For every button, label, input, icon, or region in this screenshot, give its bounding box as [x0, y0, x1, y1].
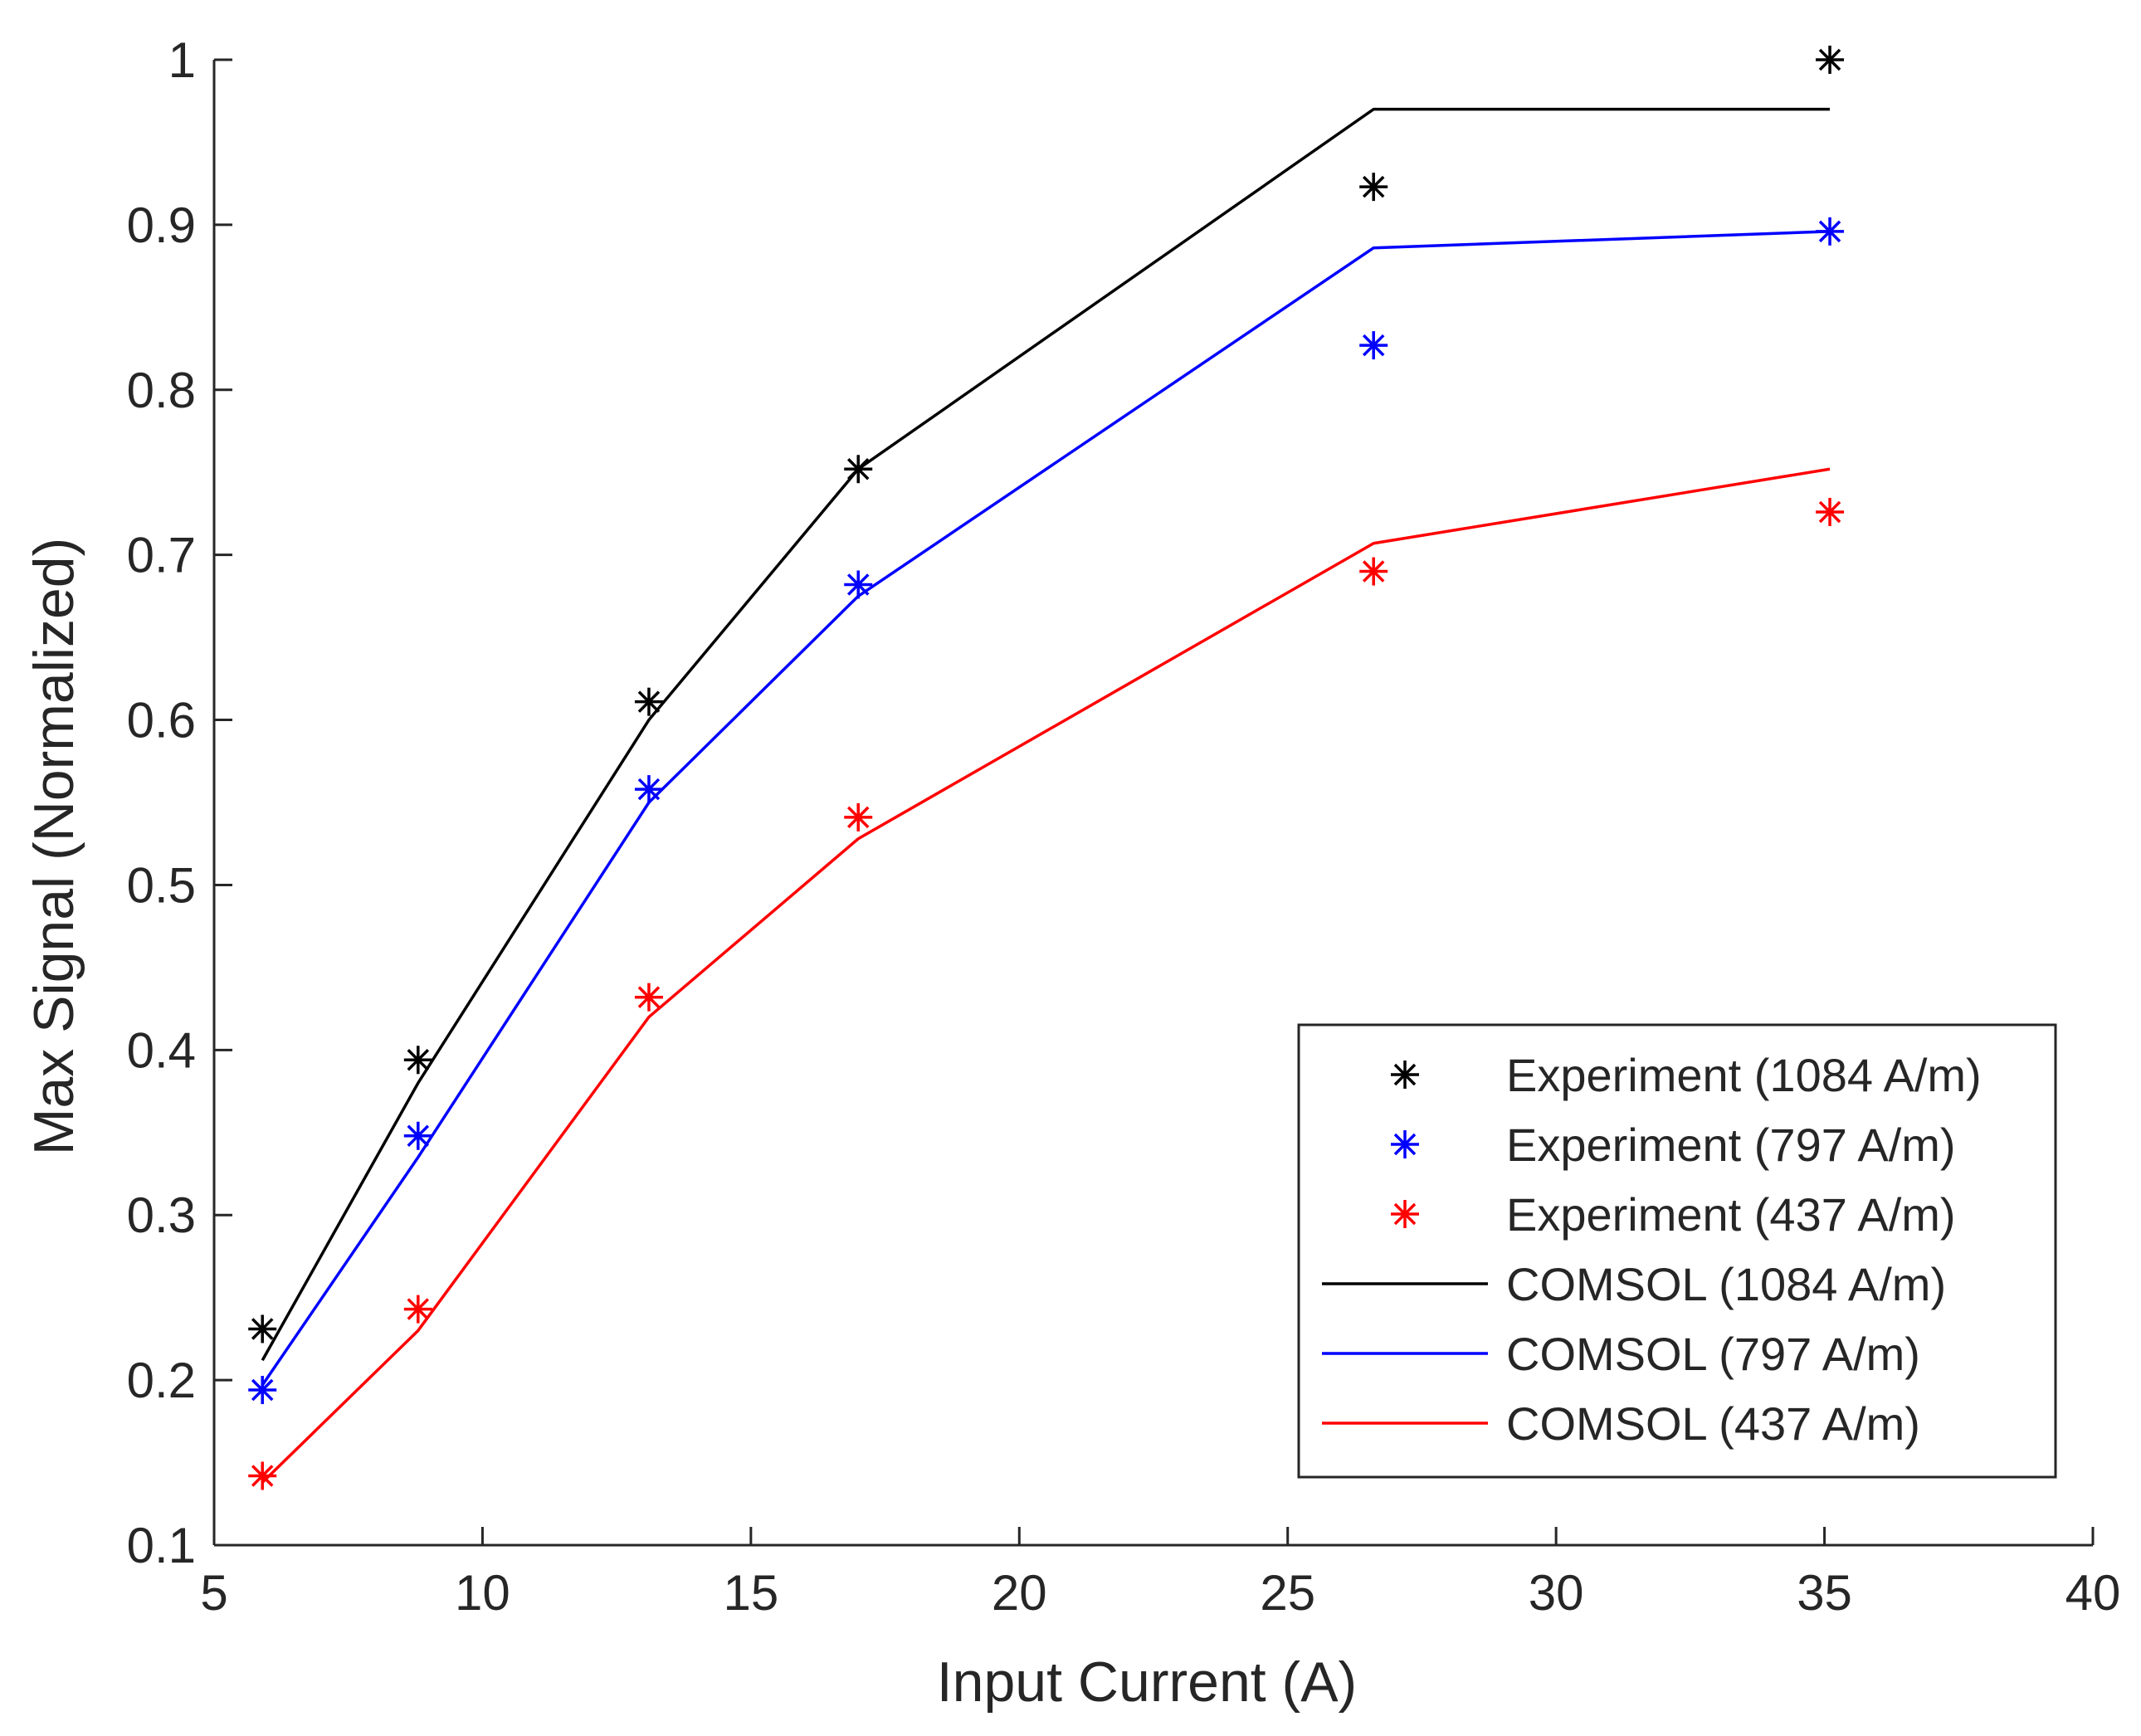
x-tick-label: 10	[455, 1565, 510, 1621]
y-tick-label: 0.1	[127, 1518, 196, 1573]
x-tick-label: 25	[1260, 1565, 1315, 1621]
legend-label-experiment-1084-a-m: Experiment (1084 A/m)	[1506, 1049, 1982, 1101]
y-tick-label: 0.5	[127, 857, 196, 913]
legend-label-comsol-437-a-m: COMSOL (437 A/m)	[1506, 1397, 1920, 1450]
legend-swatch-experiment-437-a-m	[1391, 1200, 1419, 1228]
data-point-experiment-1084-a-m	[248, 1314, 277, 1343]
data-point-experiment-437-a-m	[634, 983, 663, 1012]
data-point-experiment-797-a-m	[1359, 331, 1388, 360]
y-tick-label: 1	[168, 32, 196, 88]
y-tick-label: 0.6	[127, 693, 196, 749]
x-tick-label: 20	[992, 1565, 1047, 1621]
data-point-experiment-1084-a-m	[1816, 46, 1845, 74]
x-tick-label: 30	[1529, 1565, 1584, 1621]
data-point-experiment-1084-a-m	[634, 687, 663, 716]
legend-label-experiment-437-a-m: Experiment (437 A/m)	[1506, 1188, 1956, 1241]
data-point-experiment-437-a-m	[844, 802, 873, 831]
y-tick-label: 0.2	[127, 1353, 196, 1408]
x-tick-label: 40	[2065, 1565, 2121, 1621]
data-point-experiment-797-a-m	[248, 1376, 277, 1405]
series-line-comsol-797-a-m	[261, 230, 1831, 1387]
legend-label-comsol-1084-a-m: COMSOL (1084 A/m)	[1506, 1258, 1946, 1310]
y-tick-label: 0.3	[127, 1187, 196, 1243]
plot-markers	[248, 46, 1845, 1490]
data-point-experiment-437-a-m	[1816, 497, 1845, 526]
data-point-experiment-797-a-m	[403, 1121, 432, 1150]
data-point-experiment-437-a-m	[1359, 557, 1388, 586]
y-tick-label: 0.8	[127, 363, 196, 418]
legend-label-experiment-797-a-m: Experiment (797 A/m)	[1506, 1119, 1956, 1171]
series-line-comsol-437-a-m	[261, 467, 1831, 1484]
x-tick-label: 15	[723, 1565, 778, 1621]
data-point-experiment-797-a-m	[844, 570, 873, 599]
legend-swatch-experiment-797-a-m	[1391, 1130, 1419, 1158]
axes	[212, 60, 2093, 1547]
series-line-comsol-1084-a-m	[261, 107, 1831, 1362]
data-point-experiment-1084-a-m	[403, 1046, 432, 1075]
y-ticks: 0.1 0.2 0.3 0.4 0.5 0.6 0.7 0.8 0.9 1	[127, 32, 232, 1573]
data-point-experiment-1084-a-m	[844, 455, 873, 484]
plot-lines	[261, 107, 1831, 1484]
x-tick-label: 35	[1797, 1565, 1852, 1621]
data-point-experiment-437-a-m	[403, 1295, 432, 1324]
data-point-experiment-797-a-m	[634, 775, 663, 804]
data-point-experiment-1084-a-m	[1359, 173, 1388, 202]
y-axis-label: Max Signal (Normalized)	[22, 538, 85, 1155]
y-tick-label: 0.9	[127, 197, 196, 253]
x-tick-label: 5	[200, 1565, 227, 1621]
data-point-experiment-797-a-m	[1816, 217, 1845, 246]
legend-box	[1297, 1023, 2057, 1479]
x-axis-label: Input Current (A)	[937, 1651, 1357, 1714]
x-ticks: 5 10 15 20 25 30 35 40	[200, 1527, 2120, 1621]
legend-label-comsol-797-a-m: COMSOL (797 A/m)	[1506, 1328, 1920, 1380]
data-point-experiment-437-a-m	[248, 1461, 277, 1490]
y-tick-label: 0.7	[127, 528, 196, 583]
legend: Experiment (1084 A/m) Experiment (797 A/m…	[1297, 1023, 2057, 1479]
legend-swatch-experiment-1084-a-m	[1391, 1061, 1419, 1089]
y-tick-label: 0.4	[127, 1022, 196, 1078]
